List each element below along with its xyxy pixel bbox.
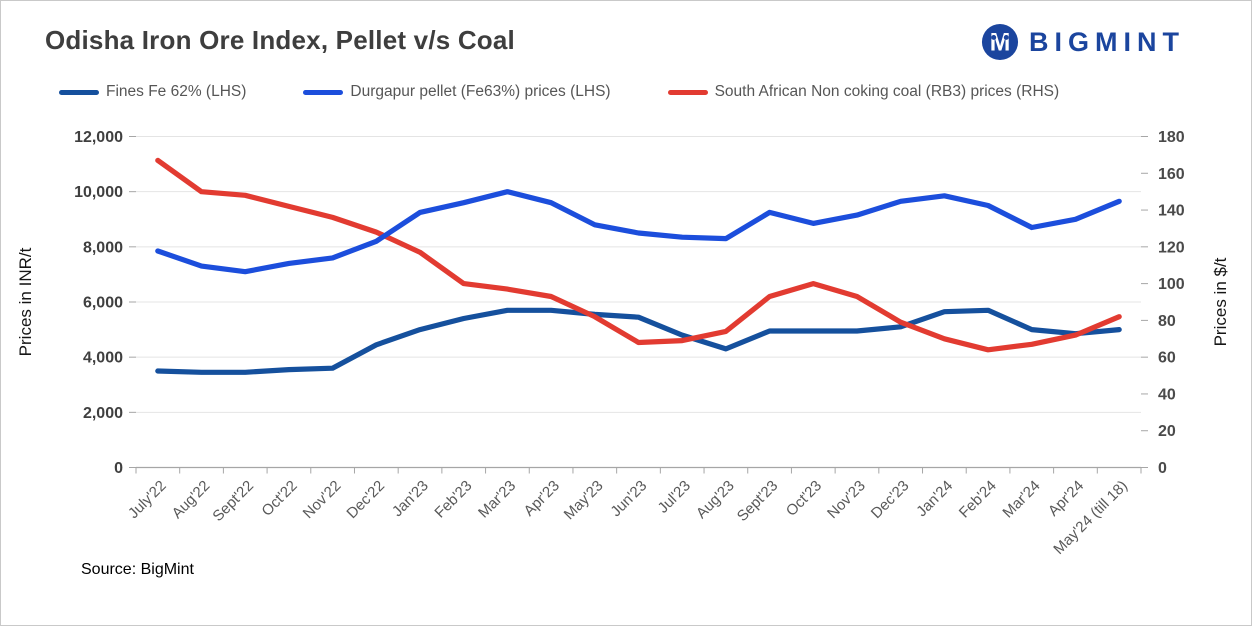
svg-text:Sept'22: Sept'22 xyxy=(209,477,257,525)
brand-name: BIGMINT xyxy=(1029,26,1185,57)
svg-text:Jul'23: Jul'23 xyxy=(655,477,694,516)
svg-text:80: 80 xyxy=(1158,313,1176,330)
svg-text:Dec'23: Dec'23 xyxy=(868,477,913,522)
svg-text:4,000: 4,000 xyxy=(83,350,123,367)
svg-text:Aug'22: Aug'22 xyxy=(169,477,214,522)
svg-text:Sept'23: Sept'23 xyxy=(734,477,782,525)
svg-text:May'23: May'23 xyxy=(561,477,607,523)
legend-swatch-fines xyxy=(59,89,99,95)
bigmint-logo-icon: M xyxy=(981,23,1019,61)
svg-text:40: 40 xyxy=(1158,386,1176,403)
legend-item-coal: South African Non coking coal (RB3) pric… xyxy=(667,83,1060,101)
svg-text:Oct'23: Oct'23 xyxy=(783,477,825,519)
svg-text:160: 160 xyxy=(1158,166,1185,183)
svg-text:Oct'22: Oct'22 xyxy=(258,477,300,519)
legend-swatch-coal xyxy=(667,89,708,95)
svg-text:Jan'23: Jan'23 xyxy=(389,477,432,520)
svg-text:Apr'23: Apr'23 xyxy=(521,477,563,519)
svg-text:60: 60 xyxy=(1158,350,1176,367)
svg-text:July'22: July'22 xyxy=(125,477,170,522)
chart-legend: Fines Fe 62% (LHS) Durgapur pellet (Fe63… xyxy=(59,83,1059,101)
legend-item-fines: Fines Fe 62% (LHS) xyxy=(59,83,246,101)
svg-text:Nov'22: Nov'22 xyxy=(300,477,345,522)
svg-text:Aug'23: Aug'23 xyxy=(693,477,738,522)
svg-text:6,000: 6,000 xyxy=(83,295,123,312)
legend-label-fines: Fines Fe 62% (LHS) xyxy=(106,83,247,100)
svg-text:Feb'24: Feb'24 xyxy=(956,477,1000,521)
legend-label-pellet: Durgapur pellet (Fe63%) prices (LHS) xyxy=(350,83,611,100)
plot-area: 0 2,000 4,000 6,000 8,000 10,000 12,000 0 20 40 60… xyxy=(74,129,1185,558)
svg-text:0: 0 xyxy=(114,460,123,477)
svg-text:20: 20 xyxy=(1158,423,1176,440)
svg-text:Jun'23: Jun'23 xyxy=(607,477,650,520)
svg-text:Nov'23: Nov'23 xyxy=(824,477,869,522)
legend-item-pellet: Durgapur pellet (Fe63%) prices (LHS) xyxy=(303,83,611,101)
right-axis-title: Prices in $/t xyxy=(1211,257,1230,346)
legend-swatch-pellet xyxy=(303,89,344,95)
svg-text:10,000: 10,000 xyxy=(74,184,123,201)
svg-text:Dec'22: Dec'22 xyxy=(343,477,388,522)
svg-text:Mar'23: Mar'23 xyxy=(475,477,519,521)
svg-text:8,000: 8,000 xyxy=(83,239,123,256)
left-axis-title: Prices in INR/t xyxy=(16,247,35,356)
svg-text:Apr'24: Apr'24 xyxy=(1045,477,1087,519)
brand-logo: M BIGMINT xyxy=(981,23,1185,61)
svg-text:Mar'24: Mar'24 xyxy=(999,477,1043,521)
svg-text:0: 0 xyxy=(1158,460,1167,477)
svg-text:Feb'23: Feb'23 xyxy=(431,477,475,521)
svg-text:12,000: 12,000 xyxy=(74,129,123,146)
svg-text:180: 180 xyxy=(1158,129,1185,146)
svg-text:2,000: 2,000 xyxy=(83,405,123,422)
svg-text:140: 140 xyxy=(1158,203,1185,220)
svg-text:100: 100 xyxy=(1158,276,1185,293)
svg-text:120: 120 xyxy=(1158,239,1185,256)
legend-label-coal: South African Non coking coal (RB3) pric… xyxy=(714,83,1060,100)
chart-title: Odisha Iron Ore Index, Pellet v/s Coal xyxy=(45,25,515,55)
svg-text:Jan'24: Jan'24 xyxy=(913,477,956,520)
source-note: Source: BigMint xyxy=(81,561,194,578)
